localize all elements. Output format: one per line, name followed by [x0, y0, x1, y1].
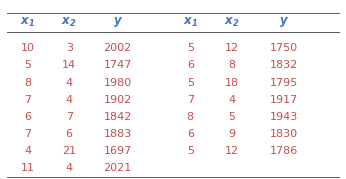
Text: 4: 4 — [66, 163, 73, 173]
Text: 5: 5 — [187, 43, 194, 53]
Text: 1697: 1697 — [103, 146, 132, 156]
Text: 1883: 1883 — [103, 129, 132, 139]
Text: 5: 5 — [187, 146, 194, 156]
Text: $\bfit{x}_2$: $\bfit{x}_2$ — [224, 16, 239, 29]
Text: 8: 8 — [187, 112, 194, 122]
Text: $\bfit{y}$: $\bfit{y}$ — [112, 15, 123, 29]
Text: 1750: 1750 — [270, 43, 298, 53]
Text: 4: 4 — [66, 78, 73, 88]
Text: 14: 14 — [62, 61, 76, 71]
Text: 6: 6 — [187, 129, 194, 139]
Text: 11: 11 — [21, 163, 35, 173]
Text: 1980: 1980 — [103, 78, 132, 88]
Text: $\bfit{y}$: $\bfit{y}$ — [279, 15, 289, 29]
Text: 18: 18 — [225, 78, 239, 88]
Text: $\bfit{x}_2$: $\bfit{x}_2$ — [62, 16, 77, 29]
Text: 4: 4 — [24, 146, 31, 156]
Text: 7: 7 — [24, 95, 31, 105]
Text: 5: 5 — [228, 112, 235, 122]
Text: 12: 12 — [225, 146, 239, 156]
Text: 1902: 1902 — [103, 95, 132, 105]
Text: 10: 10 — [21, 43, 35, 53]
Text: 12: 12 — [225, 43, 239, 53]
Text: 1943: 1943 — [270, 112, 298, 122]
Text: 7: 7 — [66, 112, 73, 122]
Text: 8: 8 — [24, 78, 31, 88]
Text: $\bfit{x}_1$: $\bfit{x}_1$ — [20, 16, 35, 29]
Text: 5: 5 — [24, 61, 31, 71]
Text: 6: 6 — [187, 61, 194, 71]
Text: 9: 9 — [228, 129, 235, 139]
Text: 6: 6 — [24, 112, 31, 122]
Text: 1795: 1795 — [270, 78, 298, 88]
Text: 4: 4 — [66, 95, 73, 105]
Text: 1832: 1832 — [270, 61, 298, 71]
Text: 1786: 1786 — [270, 146, 298, 156]
Text: 1842: 1842 — [103, 112, 132, 122]
Text: 3: 3 — [66, 43, 73, 53]
Text: 1917: 1917 — [270, 95, 298, 105]
Text: 6: 6 — [66, 129, 73, 139]
Text: 21: 21 — [62, 146, 76, 156]
Text: 1747: 1747 — [103, 61, 132, 71]
Text: $\bfit{x}_1$: $\bfit{x}_1$ — [183, 16, 198, 29]
Text: 1830: 1830 — [270, 129, 298, 139]
Text: 8: 8 — [228, 61, 235, 71]
Text: 5: 5 — [187, 78, 194, 88]
Text: 7: 7 — [24, 129, 31, 139]
Text: 2021: 2021 — [103, 163, 132, 173]
Text: 7: 7 — [187, 95, 194, 105]
Text: 4: 4 — [228, 95, 235, 105]
Text: 2002: 2002 — [103, 43, 132, 53]
